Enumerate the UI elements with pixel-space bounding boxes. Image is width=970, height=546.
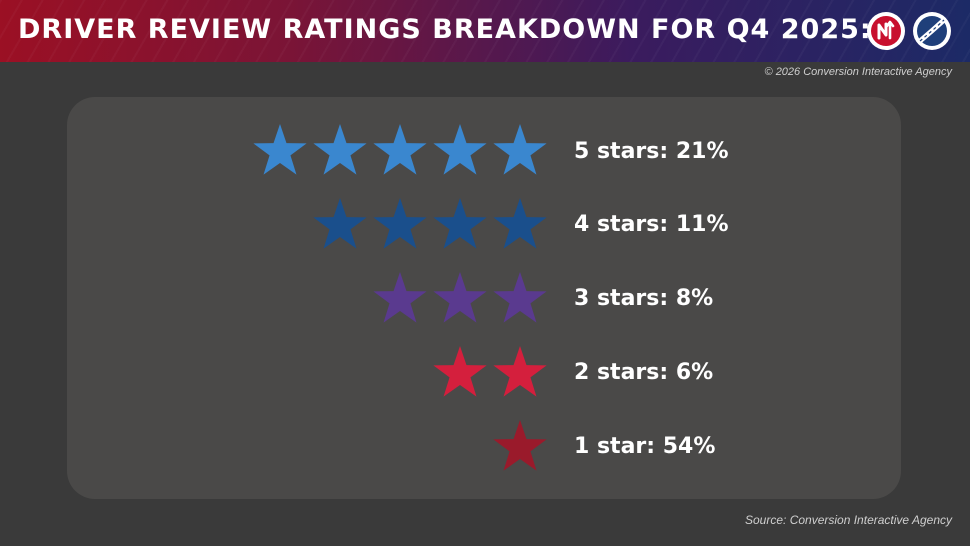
star-row-3 [373, 272, 547, 323]
star-icon [493, 198, 547, 249]
rating-label-1: 1 star: 54% [574, 434, 716, 459]
rating-label-3: 3 stars: 8% [574, 286, 714, 311]
star-icon [493, 346, 547, 397]
star-icon [373, 198, 427, 249]
rating-label-2: 2 stars: 6% [574, 360, 714, 385]
star-icon [433, 124, 487, 175]
star-icon [433, 272, 487, 323]
star-icon [313, 198, 367, 249]
nsi-logo-icon [867, 12, 905, 50]
rating-label-5: 5 stars: 21% [574, 139, 729, 164]
star-icon [493, 272, 547, 323]
star-icon [493, 124, 547, 175]
star-icon [373, 124, 427, 175]
page-title: DRIVER REVIEW RATINGS BREAKDOWN FOR Q4 2… [18, 14, 872, 45]
source-text: Source: Conversion Interactive Agency [745, 513, 952, 527]
star-row-1 [493, 420, 547, 471]
star-icon [313, 124, 367, 175]
star-icon [433, 346, 487, 397]
chart-panel [67, 97, 901, 499]
copyright-text: © 2026 Conversion Interactive Agency [764, 66, 952, 78]
rating-label-4: 4 stars: 11% [574, 212, 729, 237]
star-icon [373, 272, 427, 323]
road-logo-icon [913, 12, 951, 50]
star-icon [253, 124, 307, 175]
star-row-5 [253, 124, 547, 175]
logo-group [866, 11, 952, 51]
star-icon [433, 198, 487, 249]
star-row-2 [433, 346, 547, 397]
star-icon [493, 420, 547, 471]
star-row-4 [313, 198, 547, 249]
header-banner: DRIVER REVIEW RATINGS BREAKDOWN FOR Q4 2… [0, 0, 970, 62]
